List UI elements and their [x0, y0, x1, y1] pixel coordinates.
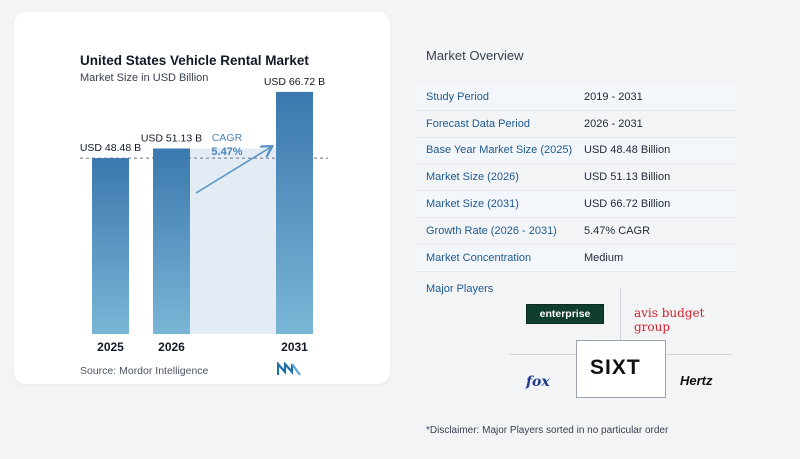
overview-row-concentration: Market Concentration Medium — [416, 244, 736, 272]
sixt-logo: SIXT — [590, 356, 641, 379]
overview-value: USD 51.13 Billion — [584, 171, 671, 184]
overview-row-size-2026: Market Size (2026) USD 51.13 Billion — [416, 164, 736, 192]
sixt-logo-frame — [576, 340, 666, 398]
overview-row-growth-rate: Growth Rate (2026 - 2031) 5.47% CAGR — [416, 218, 736, 245]
overview-value: 2019 - 2031 — [584, 90, 643, 103]
divider — [620, 288, 621, 340]
overview-value: 2026 - 2031 — [584, 117, 643, 130]
overview-row-size-2031: Market Size (2031) USD 66.72 Billion — [416, 191, 736, 218]
overview-key: Study Period — [426, 90, 489, 103]
overview-key: Growth Rate (2026 - 2031) — [426, 224, 557, 237]
mordor-intelligence-logo-icon — [277, 362, 301, 376]
overview-title: Market Overview — [426, 48, 524, 63]
overview-value: USD 48.48 Billion — [584, 144, 671, 157]
divider — [666, 354, 732, 355]
overview-row-forecast-period: Forecast Data Period 2026 - 2031 — [416, 111, 736, 138]
overview-key: Market Size (2026) — [426, 171, 519, 184]
overview-row-study-period: Study Period 2019 - 2031 — [416, 84, 736, 111]
overview-key: Base Year Market Size (2025) — [426, 144, 573, 157]
overview-key: Forecast Data Period — [426, 117, 530, 130]
hertz-logo: Hertz — [680, 373, 713, 388]
divider — [510, 354, 576, 355]
chart-subtitle: Market Size in USD Billion — [80, 72, 209, 84]
overview-key: Market Size (2031) — [426, 198, 519, 211]
disclaimer: *Disclaimer: Major Players sorted in no … — [426, 425, 669, 436]
chart-title: United States Vehicle Rental Market — [80, 53, 309, 68]
major-players-grid: enterprise avis budget group SIXT fox He… — [510, 288, 732, 408]
fox-logo: fox — [526, 374, 550, 390]
enterprise-logo: enterprise — [526, 304, 604, 324]
avis-budget-group-logo: avis budget group — [634, 306, 705, 334]
overview-key: Market Concentration — [426, 251, 532, 264]
overview-value: USD 66.72 Billion — [584, 198, 671, 211]
source-text: Source: Mordor Intelligence — [80, 365, 209, 377]
overview-value: 5.47% CAGR — [584, 224, 651, 237]
major-players-title: Major Players — [426, 283, 494, 295]
overview-value: Medium — [584, 251, 624, 264]
overview-row-base-year-size: Base Year Market Size (2025) USD 48.48 B… — [416, 137, 736, 165]
overview-table: Study Period 2019 - 2031 Forecast Data P… — [416, 84, 736, 272]
